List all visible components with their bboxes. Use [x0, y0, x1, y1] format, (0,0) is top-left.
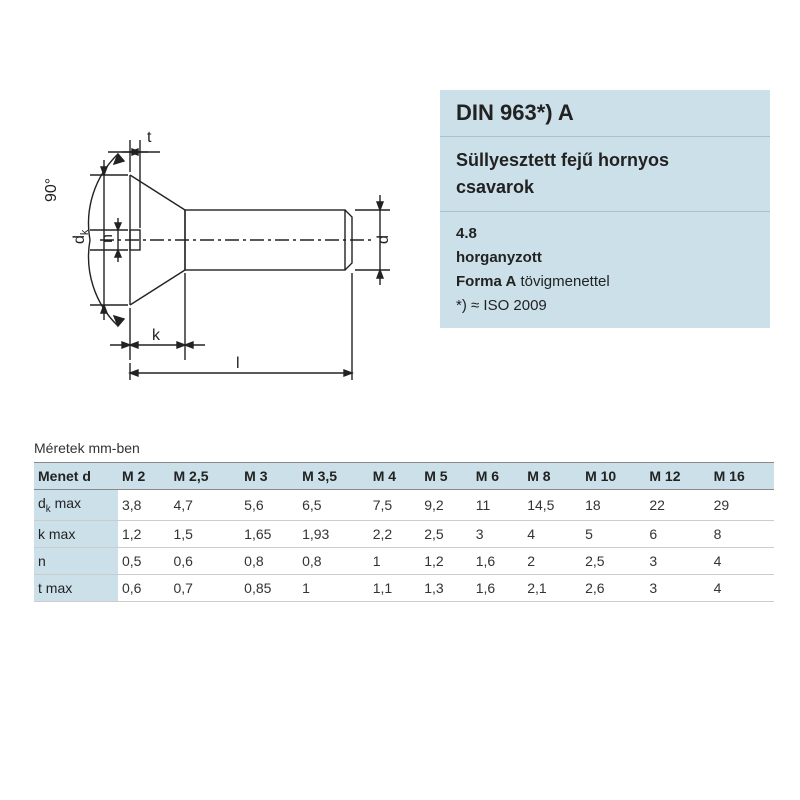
product-detail: 4.8 horganyzott Forma A tövigmenettel *)… — [440, 212, 770, 328]
cell: 0,85 — [240, 574, 298, 601]
header-label: Menet d — [34, 463, 118, 490]
table-body: dk max3,84,75,66,57,59,21114,5182229k ma… — [34, 490, 774, 602]
row-label: k max — [34, 520, 118, 547]
screw-diagram: 90° t dk n k l d — [30, 80, 410, 390]
cell: 3 — [472, 520, 523, 547]
cell: 1,1 — [369, 574, 420, 601]
dim-l-label: l — [236, 355, 240, 372]
cell: 7,5 — [369, 490, 420, 521]
cell: 1,93 — [298, 520, 369, 547]
cell: 1,5 — [169, 520, 240, 547]
cell: 1,65 — [240, 520, 298, 547]
cell: 2,5 — [581, 547, 645, 574]
col-header: M 3,5 — [298, 463, 369, 490]
product-name: Süllyesztett fejű hornyos csavarok — [440, 137, 770, 212]
cell: 1 — [298, 574, 369, 601]
cell: 1,3 — [420, 574, 471, 601]
cell: 0,7 — [169, 574, 240, 601]
row-label: dk max — [34, 490, 118, 521]
col-header: M 6 — [472, 463, 523, 490]
row-label: n — [34, 547, 118, 574]
din-title: DIN 963*) A — [440, 90, 770, 137]
dimensions-table-area: Méretek mm-ben Menet d M 2M 2,5M 3M 3,5M… — [34, 440, 774, 602]
table-row: dk max3,84,75,66,57,59,21114,5182229 — [34, 490, 774, 521]
cell: 0,5 — [118, 547, 169, 574]
cell: 22 — [645, 490, 709, 521]
cell: 4,7 — [169, 490, 240, 521]
cell: 2 — [523, 547, 581, 574]
col-header: M 4 — [369, 463, 420, 490]
col-header: M 8 — [523, 463, 581, 490]
cell: 4 — [710, 547, 774, 574]
row-label: t max — [34, 574, 118, 601]
col-header: M 5 — [420, 463, 471, 490]
col-header: M 10 — [581, 463, 645, 490]
col-header: M 3 — [240, 463, 298, 490]
dim-dk-label: dk — [71, 229, 91, 244]
cell: 6,5 — [298, 490, 369, 521]
cell: 3 — [645, 574, 709, 601]
cell: 2,1 — [523, 574, 581, 601]
cell: 0,8 — [298, 547, 369, 574]
cell: 0,8 — [240, 547, 298, 574]
info-panel: DIN 963*) A Süllyesztett fejű hornyos cs… — [440, 90, 770, 328]
cell: 29 — [710, 490, 774, 521]
table-header-row: Menet d M 2M 2,5M 3M 3,5M 4M 5M 6M 8M 10… — [34, 463, 774, 490]
dim-n-label: n — [99, 234, 116, 243]
cell: 1 — [369, 547, 420, 574]
units-label: Méretek mm-ben — [34, 440, 774, 456]
cell: 18 — [581, 490, 645, 521]
angle-label: 90° — [43, 178, 60, 202]
col-header: M 16 — [710, 463, 774, 490]
col-header: M 2 — [118, 463, 169, 490]
dim-k-label: k — [152, 327, 161, 344]
cell: 2,5 — [420, 520, 471, 547]
cell: 3 — [645, 547, 709, 574]
cell: 14,5 — [523, 490, 581, 521]
cell: 4 — [710, 574, 774, 601]
table-row: k max1,21,51,651,932,22,534568 — [34, 520, 774, 547]
table-row: t max0,60,70,8511,11,31,62,12,634 — [34, 574, 774, 601]
cell: 5,6 — [240, 490, 298, 521]
cell: 4 — [523, 520, 581, 547]
col-header: M 2,5 — [169, 463, 240, 490]
cell: 0,6 — [118, 574, 169, 601]
cell: 2,2 — [369, 520, 420, 547]
dim-t-label: t — [147, 129, 152, 146]
table-row: n0,50,60,80,811,21,622,534 — [34, 547, 774, 574]
cell: 1,2 — [420, 547, 471, 574]
col-header: M 12 — [645, 463, 709, 490]
cell: 9,2 — [420, 490, 471, 521]
cell: 1,6 — [472, 574, 523, 601]
dimensions-table: Menet d M 2M 2,5M 3M 3,5M 4M 5M 6M 8M 10… — [34, 462, 774, 602]
cell: 11 — [472, 490, 523, 521]
cell: 1,2 — [118, 520, 169, 547]
cell: 1,6 — [472, 547, 523, 574]
cell: 0,6 — [169, 547, 240, 574]
cell: 5 — [581, 520, 645, 547]
dim-d-label: d — [375, 235, 392, 244]
cell: 2,6 — [581, 574, 645, 601]
cell: 8 — [710, 520, 774, 547]
cell: 6 — [645, 520, 709, 547]
cell: 3,8 — [118, 490, 169, 521]
